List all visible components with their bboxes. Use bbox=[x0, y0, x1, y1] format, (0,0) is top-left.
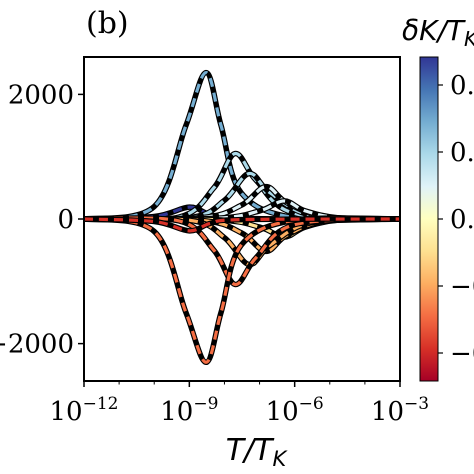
x-axis-label: T/TK bbox=[226, 433, 289, 471]
x-tick-label-2: 10−6 bbox=[266, 394, 324, 427]
x-axis-label-sub: K bbox=[272, 447, 288, 471]
y-tick-label-0: 2000 bbox=[8, 80, 74, 110]
colorbar-tick-label-1: 0. bbox=[450, 138, 474, 168]
colorbar-label: δK/TK bbox=[402, 14, 474, 51]
colorbar-ticks: 0. 0. 0. −0 −0 bbox=[438, 71, 474, 369]
x-tick-label-3: 10−3 bbox=[371, 394, 429, 427]
colorbar-tick-label-0: 0. bbox=[450, 71, 474, 101]
y-tick-label-1: 0 bbox=[57, 205, 74, 235]
x-tick-label-1: 10−9 bbox=[160, 394, 218, 427]
x-axis-label-main: T/T bbox=[226, 433, 275, 468]
series-group bbox=[84, 69, 400, 366]
series-line-1-outline bbox=[84, 69, 400, 223]
series-line-10 bbox=[84, 216, 400, 364]
colorbar-tick-label-2: 0. bbox=[450, 205, 474, 235]
x-axis-ticks: 10−12 10−9 10−6 10−3 bbox=[50, 381, 429, 427]
colorbar-tick-label-4: −0 bbox=[450, 339, 474, 369]
colorbar bbox=[419, 56, 439, 382]
y-tick-label-2: −2000 bbox=[0, 330, 74, 360]
panel-label: (b) bbox=[86, 6, 129, 41]
y-axis-ticks: 2000 0 −2000 bbox=[0, 80, 84, 360]
colorbar-tick-label-3: −0 bbox=[450, 272, 474, 302]
series-line-10-outline bbox=[84, 215, 400, 366]
colorbar-label-sub: K bbox=[464, 27, 474, 51]
series-line-11 bbox=[84, 217, 400, 233]
series-line-9 bbox=[84, 216, 400, 287]
series-line-1 bbox=[84, 70, 400, 222]
series-line-2-outline bbox=[84, 150, 400, 223]
colorbar-label-main: δK/T bbox=[402, 14, 466, 47]
series-line-9-outline bbox=[84, 215, 400, 288]
x-tick-label-0: 10−12 bbox=[50, 394, 119, 427]
